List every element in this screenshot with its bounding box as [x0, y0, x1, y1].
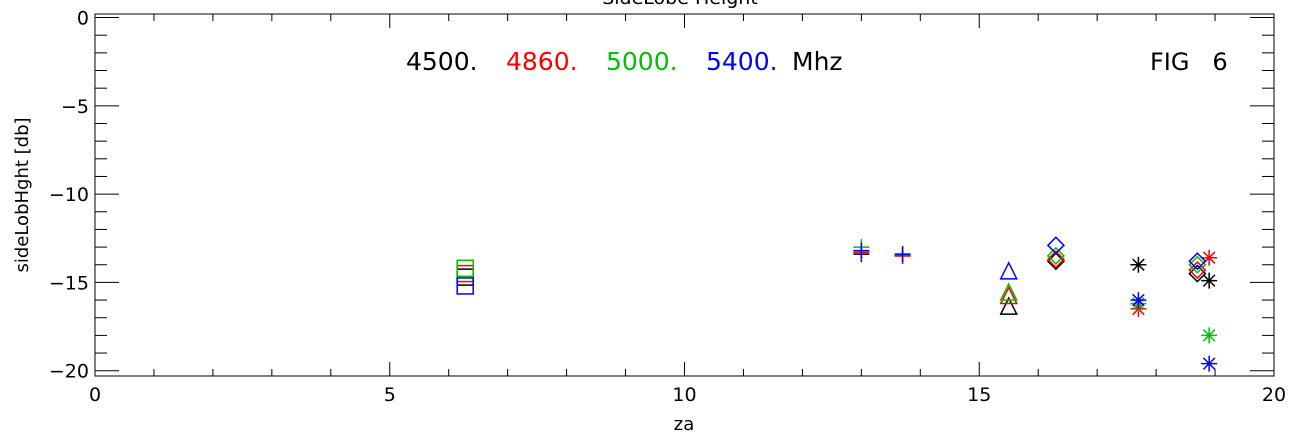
- marker-asterisk-4500: [1130, 256, 1147, 273]
- legend-entry-4500: 4500.: [406, 47, 478, 76]
- marker-asterisk-5400: [1130, 292, 1147, 309]
- axis-ticks: [94, 14, 1275, 376]
- y-tick-label: −15: [49, 272, 89, 294]
- x-tick-label: 10: [672, 384, 696, 406]
- marker-diamond-5000: [1046, 246, 1065, 265]
- axis-tick-labels: 0 5 10 15 20 0 −5 −10 −15 −20: [49, 8, 1286, 406]
- legend-entry-4860: 4860.: [506, 47, 578, 76]
- y-tick-label: −20: [49, 361, 89, 383]
- plot-frame: [94, 13, 1275, 377]
- marker-diamond-4860: [1046, 250, 1065, 269]
- marker-diamond-4500: [1188, 264, 1207, 283]
- marker-asterisk-5000: [1201, 327, 1218, 344]
- marker-diamond-5400: [1188, 252, 1207, 271]
- marker-triangle-4500: [999, 296, 1018, 315]
- x-tick-label: 0: [89, 384, 101, 406]
- y-tick-label: −10: [49, 184, 89, 206]
- marker-triangle-4860: [999, 285, 1018, 305]
- legend: 4500. 4860. 5000. 5400. Mhz: [406, 47, 843, 76]
- marker-plus-5400: [894, 246, 911, 263]
- marker-triangle-5000: [999, 282, 1018, 301]
- y-tick-label: −5: [61, 96, 89, 118]
- marker-asterisk-5400: [1201, 355, 1218, 372]
- legend-entry-5000: 5000.: [606, 47, 678, 76]
- x-tick-label: 20: [1262, 384, 1286, 406]
- y-axis-label: sideLobHght [db]: [12, 117, 33, 272]
- x-tick-label: 15: [967, 384, 991, 406]
- marker-square-5400: [456, 277, 474, 295]
- marker-square-4500: [456, 268, 474, 286]
- chart-title: SideLobe Height: [602, 0, 758, 9]
- marker-asterisk-4500: [1201, 272, 1218, 289]
- marker-plus-5400: [853, 242, 870, 259]
- legend-entry-5400: 5400.: [706, 47, 778, 76]
- marker-square-5000: [456, 259, 474, 278]
- marker-square-4860: [456, 264, 474, 283]
- legend-unit: Mhz: [792, 47, 843, 76]
- marker-diamond-5000: [1188, 255, 1207, 274]
- y-tick-label: 0: [77, 8, 89, 30]
- x-axis-label: za: [674, 414, 694, 434]
- x-tick-label: 5: [384, 384, 396, 406]
- marker-diamond-5400: [1046, 236, 1065, 255]
- marker-triangle-5400: [999, 261, 1018, 280]
- marker-asterisk-4860: [1201, 249, 1218, 266]
- data-markers: [456, 236, 1218, 372]
- figure-label: FIG 6: [1150, 48, 1228, 76]
